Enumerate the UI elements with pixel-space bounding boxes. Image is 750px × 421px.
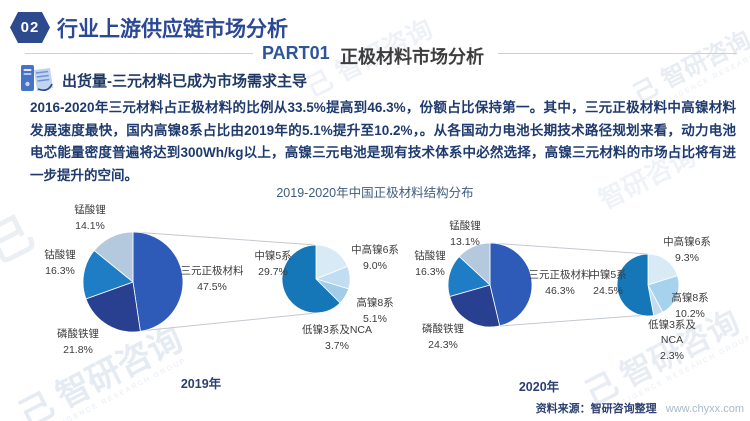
connector-line — [132, 231, 317, 246]
source-site-link[interactable]: www.chyxx.com — [665, 403, 744, 415]
pie-slice-value: 2.3% — [660, 350, 684, 362]
pie-slice-name: 中镍5系 — [254, 250, 292, 262]
pie-slice-name: 低镍3系及NCA — [648, 319, 696, 346]
connector-line — [499, 314, 649, 327]
pie-slice — [489, 242, 533, 327]
divider-line-right — [498, 53, 737, 54]
pie-slice-name: 中镍5系 — [589, 269, 627, 281]
main-pie-2020 — [447, 242, 533, 328]
report-icon — [18, 62, 56, 99]
pie-slice-name: 锰酸锂 — [74, 204, 106, 216]
pie-slice-name: 三元正极材料 — [528, 269, 592, 281]
pie-slice-value: 10.2% — [675, 308, 705, 320]
pie-slice-name: 钴酸锂 — [44, 249, 76, 261]
watermark: 己 — [0, 205, 47, 274]
pie-slice — [458, 242, 491, 286]
pie-slice — [315, 278, 350, 304]
pie-slice-value: 16.3% — [415, 266, 445, 278]
pie-slice-name: 高镍8系 — [671, 292, 709, 304]
pie-slice — [314, 265, 351, 290]
connector-line — [489, 242, 649, 255]
pie-slice-label: 三元正极材料 46.3% — [505, 268, 615, 299]
pie-slice-label: 中高镍6系 9.3% — [632, 235, 742, 266]
pie-slice-label: 磷酸铁锂 24.3% — [388, 322, 498, 353]
watermark: 己智研咨询 INTELLIGENCE RESEARCH GROUP — [12, 320, 193, 421]
watermark-text: 智研咨询 — [657, 26, 750, 94]
pie-slice-label: 高镍8系 5.1% — [320, 296, 430, 327]
pie-slice-label: 中镍5系 24.5% — [553, 268, 663, 299]
pie-slice-label: 钴酸锂 16.3% — [5, 248, 115, 279]
watermark-subtext: INTELLIGENCE RESEARCH GROUP — [30, 357, 188, 421]
pie-slice — [647, 275, 680, 313]
pie-slice-name: 低镍3系及NCA — [301, 324, 372, 336]
pie-slice — [647, 284, 664, 316]
main-pie-2019 — [82, 231, 184, 333]
source-line: 资料来源：智研咨询整理 www.chyxx.com — [536, 400, 744, 416]
pie-slice-value: 9.0% — [363, 260, 387, 272]
analysis-paragraph: 2016-2020年三元材料占正极材料的比例从33.5%提高到46.3%，份额占… — [30, 100, 736, 183]
pie-slice-value: 24.3% — [428, 339, 458, 351]
pie-slice-label: 中高镍6系 9.0% — [320, 243, 430, 274]
pie-slice-name: 钴酸锂 — [414, 250, 446, 262]
pie-slice — [647, 253, 679, 286]
section-subtitle: 出货量-三元材料已成为市场需求主导 — [62, 73, 307, 90]
pie-slice-label: 钴酸锂 16.3% — [375, 249, 485, 280]
pie-slice-value: 5.1% — [363, 313, 387, 325]
pie-slice-name: 锰酸锂 — [449, 220, 481, 232]
secondary-pie-2020 — [616, 253, 680, 317]
pie-slice-label: 高镍8系 10.2% — [635, 291, 745, 322]
source-text: 资料来源：智研咨询整理 — [535, 403, 657, 415]
pie-slice-value: 16.3% — [45, 265, 75, 277]
pie-slice-label: 三元正极材料 47.5% — [157, 264, 267, 295]
pie-slice-name: 三元正极材料 — [180, 265, 244, 277]
secondary-pie-2019 — [281, 244, 351, 314]
pie-slice — [93, 231, 134, 283]
pie-slice-label: 磷酸铁锂 21.8% — [23, 327, 133, 358]
part-label: PART01 — [262, 43, 330, 63]
pie-slice — [85, 281, 141, 333]
pie-slice-value: 47.5% — [197, 281, 227, 293]
page-title: 行业上游供应链市场分析 — [57, 18, 288, 41]
pie-slice-value: 21.8% — [63, 344, 93, 356]
chart-title: 2019-2020年中国正极材料结构分布 — [276, 186, 474, 200]
pie-slice-name: 磷酸铁锂 — [422, 323, 464, 335]
pie-slice-value: 9.3% — [675, 252, 699, 264]
pie-slice — [281, 244, 341, 314]
pie-slice-name: 中高镍6系 — [663, 236, 711, 248]
brand-logo-icon: 己 — [12, 385, 61, 421]
pie-slice-value: 46.3% — [545, 285, 575, 297]
brand-logo-icon: 己 — [0, 206, 42, 274]
watermark-text: 智研咨询 — [50, 320, 189, 416]
pie-slice-value: 14.1% — [75, 220, 105, 232]
year-label-2019: 2019年 — [180, 377, 222, 391]
pie-slice-label: 锰酸锂 14.1% — [35, 203, 145, 234]
pie-slice-name: 高镍8系 — [356, 297, 394, 309]
pie-slice — [449, 284, 501, 328]
pie-slice — [82, 249, 134, 300]
pie-slice-value: 3.7% — [325, 340, 349, 352]
pie-slice-label: 低镍3系及NCA 3.7% — [282, 323, 392, 354]
pie-slice — [315, 244, 349, 280]
connector-line — [139, 312, 317, 332]
pie-slice-label: 锰酸锂 13.1% — [410, 219, 520, 250]
pie-slice-value: 29.7% — [258, 266, 288, 278]
pie-slice-label: 低镍3系及NCA 2.3% — [640, 318, 704, 364]
pie-slice-value: 13.1% — [450, 236, 480, 248]
pie-slice-name: 磷酸铁锂 — [57, 328, 99, 340]
pie-slice — [132, 231, 184, 332]
pie-slice-name: 中高镍6系 — [351, 244, 399, 256]
pie-slice-label: 中镍5系 29.7% — [218, 249, 328, 280]
section-number-badge: 02 — [10, 12, 50, 43]
pie-slice-value: 24.5% — [593, 285, 623, 297]
pie-slice — [447, 255, 491, 297]
divider-line-left — [25, 53, 253, 54]
pie-slice — [616, 253, 655, 317]
watermark-text: 智研咨询 — [614, 303, 746, 394]
year-label-2020: 2020年 — [518, 380, 560, 394]
part-title: 正极材料市场分析 — [340, 47, 484, 67]
